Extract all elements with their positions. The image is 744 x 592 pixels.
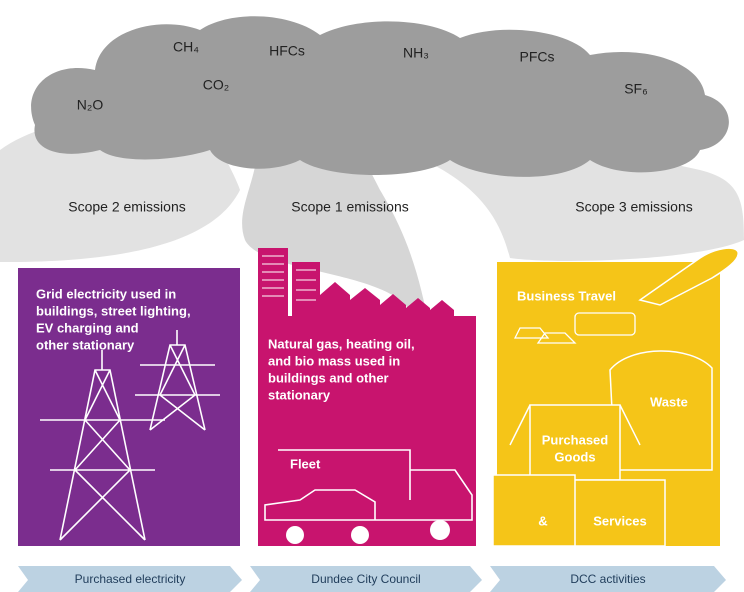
scope-description: buildings, street lighting, xyxy=(36,303,191,318)
wheel xyxy=(351,526,369,544)
gas-label: PFCs xyxy=(520,49,555,65)
scope-label: Waste xyxy=(650,394,688,409)
footer-label: DCC activities xyxy=(570,572,645,586)
box xyxy=(493,475,665,546)
waste-bin xyxy=(610,351,712,470)
scope-description: buildings and other xyxy=(268,370,389,385)
gas-label: CO₂ xyxy=(203,77,229,93)
scope-label: Fleet xyxy=(290,456,321,471)
gas-label: N₂O xyxy=(77,97,104,113)
footer-label: Dundee City Council xyxy=(311,572,420,586)
scope-heading: Scope 1 emissions xyxy=(291,199,409,215)
gas-label: SF₆ xyxy=(624,81,648,97)
scope-label: Goods xyxy=(554,449,595,464)
scope-heading: Scope 3 emissions xyxy=(575,199,693,215)
scope-heading: Scope 2 emissions xyxy=(68,199,186,215)
diagram: N₂O CH₄ CO₂ HFCs NH₃ PFCs SF₆ Scope 2 em… xyxy=(0,0,744,592)
scope-description: and bio mass used in xyxy=(268,353,400,368)
gas-label: CH₄ xyxy=(173,39,199,55)
scope-label: & xyxy=(538,513,547,528)
scope-label: Services xyxy=(593,513,647,528)
gas-label: HFCs xyxy=(269,43,305,59)
scope-label: Purchased xyxy=(542,432,609,447)
scope-description: Natural gas, heating oil, xyxy=(268,336,415,351)
scope-description: stationary xyxy=(268,387,331,402)
scope-description: other stationary xyxy=(36,337,135,352)
wheel xyxy=(430,520,450,540)
wheel xyxy=(286,526,304,544)
scope-description: Grid electricity used in xyxy=(36,286,176,301)
gas-label: NH₃ xyxy=(403,45,429,61)
scope-description: EV charging and xyxy=(36,320,139,335)
page: N₂O CH₄ CO₂ HFCs NH₃ PFCs SF₆ Scope 2 em… xyxy=(0,0,744,592)
scope-label: Business Travel xyxy=(517,288,616,303)
footer-label: Purchased electricity xyxy=(75,572,186,586)
